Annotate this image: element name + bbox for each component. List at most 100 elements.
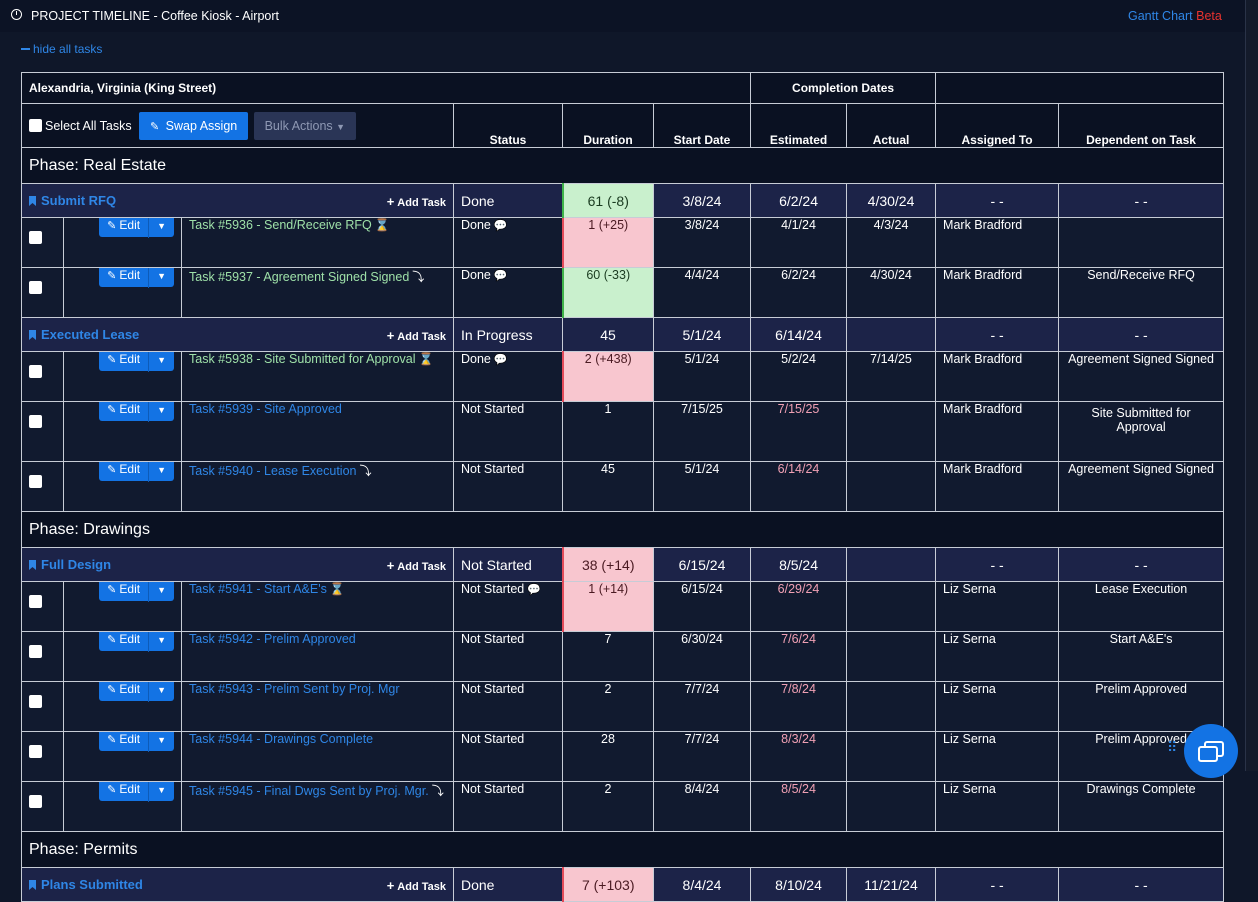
- task-name[interactable]: Task #5941 - Start A&E's: [189, 582, 327, 597]
- edit-button[interactable]: ✎ Edit ▼: [99, 218, 174, 238]
- add-task-button[interactable]: + Add Task: [386, 328, 446, 343]
- edit-icon: ✎: [107, 270, 117, 282]
- group-link[interactable]: Executed Lease: [29, 327, 139, 342]
- group-link[interactable]: Submit RFQ: [29, 193, 116, 208]
- comment-icon[interactable]: 💬: [493, 220, 508, 232]
- task-estimated: 6/29/24: [750, 581, 848, 632]
- task-name[interactable]: Task #5938 - Site Submitted for Approval: [189, 352, 416, 367]
- comment-icon[interactable]: 💬: [493, 354, 508, 366]
- add-task-button[interactable]: + Add Task: [386, 194, 446, 209]
- task-assigned: Liz Serna: [935, 681, 1060, 732]
- edit-button[interactable]: ✎ Edit ▼: [99, 402, 174, 422]
- swap-assign-button[interactable]: ✎ Swap Assign: [138, 111, 249, 140]
- task-status: Not Started: [453, 731, 563, 782]
- hourglass-icon: ⌛: [329, 582, 345, 597]
- group-dependent: - -: [1058, 867, 1225, 902]
- caret-down-icon: ▼: [157, 685, 166, 695]
- task-checkbox[interactable]: [29, 795, 42, 809]
- task-assigned: Liz Serna: [935, 581, 1060, 632]
- add-task-button[interactable]: + Add Task: [386, 558, 446, 573]
- gantt-chart-link[interactable]: Gantt Chart Beta: [1128, 9, 1222, 23]
- task-row: ✎ Edit ▼ Task #5937 - Agreement Signed Sig…: [21, 267, 1225, 318]
- task-estimated: 6/2/24: [750, 267, 848, 318]
- task-assigned: Mark Bradford: [935, 267, 1060, 318]
- task-name[interactable]: Task #5945 - Final Dwgs Sent by Proj. Mg…: [189, 784, 429, 798]
- task-name[interactable]: Task #5936 - Send/Receive RFQ: [189, 218, 372, 233]
- hourglass-icon: ⌛: [418, 352, 434, 367]
- timeline-table: Alexandria, Virginia (King Street) Compl…: [20, 72, 1225, 902]
- arrow-down-icon: ⤵: [431, 784, 444, 798]
- task-status: Done: [461, 218, 491, 233]
- edit-icon: ✎: [107, 220, 117, 232]
- task-name[interactable]: Task #5940 - Lease Execution: [189, 464, 357, 478]
- task-dependent: Agreement Signed Signed: [1058, 461, 1225, 512]
- header-row-top: Alexandria, Virginia (King Street) Compl…: [20, 72, 1225, 104]
- task-name[interactable]: Task #5939 - Site Approved: [189, 402, 342, 417]
- group-assigned: - -: [935, 183, 1060, 218]
- task-dependent: Start A&E's: [1058, 631, 1225, 682]
- group-actual: [846, 317, 937, 352]
- task-row: ✎ Edit ▼ Task #5943 - Prelim Sent by Proj.…: [21, 681, 1225, 732]
- edit-button[interactable]: ✎ Edit ▼: [99, 352, 174, 372]
- comment-icon[interactable]: 💬: [527, 584, 541, 596]
- task-name[interactable]: Task #5937 - Agreement Signed Signed: [189, 270, 410, 284]
- group-dependent: - -: [1058, 547, 1225, 582]
- edit-button[interactable]: ✎ Edit ▼: [99, 268, 174, 288]
- task-duration: 7: [562, 631, 654, 682]
- edit-button[interactable]: ✎ Edit ▼: [99, 782, 174, 802]
- task-checkbox[interactable]: [29, 595, 42, 609]
- edit-button[interactable]: ✎ Edit ▼: [99, 682, 174, 702]
- select-all-checkbox[interactable]: [29, 119, 42, 132]
- scrollbar[interactable]: [1245, 0, 1258, 771]
- task-status: Not Started: [453, 781, 563, 832]
- task-checkbox[interactable]: [29, 475, 42, 489]
- completion-dates-heading: Completion Dates: [750, 72, 937, 104]
- task-status: Not Started: [453, 681, 563, 732]
- task-checkbox[interactable]: [29, 645, 42, 659]
- task-actual: [846, 461, 937, 512]
- task-estimated: 7/6/24: [750, 631, 848, 682]
- task-actual: [846, 781, 937, 832]
- task-status: Done: [461, 268, 491, 283]
- group-dependent: - -: [1058, 183, 1225, 218]
- task-duration: 1 (+25): [561, 217, 654, 268]
- task-start: 3/8/24: [652, 217, 752, 268]
- page-title: PROJECT TIMELINE - Coffee Kiosk - Airpor…: [31, 9, 279, 23]
- task-row: ✎ Edit ▼ Task #5941 - Start A&E's ⌛ Not Sta…: [21, 581, 1225, 632]
- col-assigned-to: Assigned To: [935, 103, 1060, 148]
- arrow-down-icon: ⤵: [412, 270, 425, 284]
- edit-button[interactable]: ✎ Edit ▼: [99, 582, 174, 602]
- hide-all-tasks-link[interactable]: hide all tasks: [21, 42, 102, 56]
- task-checkbox[interactable]: [29, 415, 42, 429]
- group-link[interactable]: Plans Submitted: [29, 877, 143, 892]
- task-start: 7/15/25: [652, 401, 752, 462]
- bulk-actions-dropdown[interactable]: Bulk Actions ▼: [253, 111, 357, 140]
- comment-icon[interactable]: 💬: [493, 270, 508, 282]
- group-estimated: 6/14/24: [750, 317, 848, 352]
- group-estimated: 8/10/24: [750, 867, 848, 902]
- group-row: Plans Submitted + Add Task Done 7 (+103) 8…: [21, 867, 1225, 902]
- task-checkbox[interactable]: [29, 695, 42, 709]
- task-name[interactable]: Task #5944 - Drawings Complete: [189, 732, 374, 747]
- task-start: 8/4/24: [652, 781, 752, 832]
- phase-row: Phase: Real Estate: [20, 147, 1225, 184]
- edit-button[interactable]: ✎ Edit ▼: [99, 462, 174, 482]
- task-checkbox[interactable]: [29, 745, 42, 759]
- task-checkbox[interactable]: [29, 231, 42, 245]
- task-name[interactable]: Task #5942 - Prelim Approved: [189, 632, 356, 647]
- group-actual: 11/21/24: [846, 867, 937, 902]
- edit-button[interactable]: ✎ Edit ▼: [99, 732, 174, 752]
- edit-icon: ✎: [149, 120, 160, 133]
- add-task-button[interactable]: + Add Task: [386, 878, 446, 893]
- edit-button[interactable]: ✎ Edit ▼: [99, 632, 174, 652]
- chat-button[interactable]: [1184, 724, 1238, 778]
- task-checkbox[interactable]: [29, 365, 42, 379]
- task-name[interactable]: Task #5943 - Prelim Sent by Proj. Mgr: [189, 682, 400, 697]
- task-assigned: Mark Bradford: [935, 351, 1060, 402]
- task-checkbox[interactable]: [29, 281, 42, 295]
- drag-handle-icon[interactable]: ⠿: [1167, 739, 1177, 755]
- caret-down-icon: ▼: [157, 585, 166, 595]
- task-actual: [846, 401, 937, 462]
- beta-badge: Beta: [1196, 9, 1222, 23]
- group-link[interactable]: Full Design: [29, 557, 111, 572]
